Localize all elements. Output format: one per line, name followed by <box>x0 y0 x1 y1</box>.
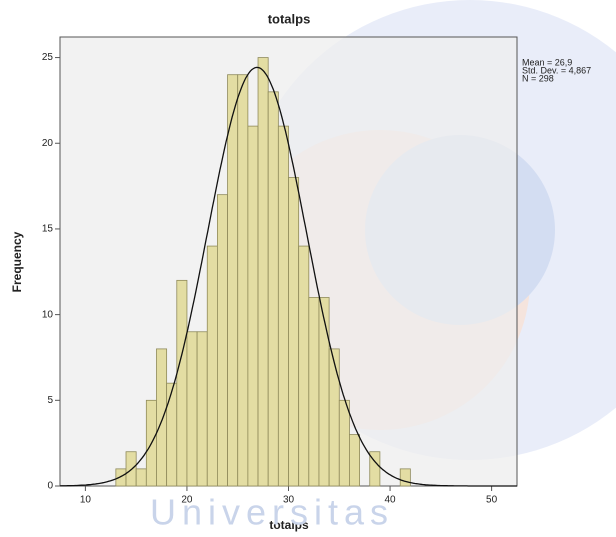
bar <box>166 382 178 487</box>
bar <box>277 125 289 487</box>
y-tick-label: 0 <box>47 481 53 492</box>
y-tick-label: 20 <box>42 138 54 149</box>
bar <box>135 468 147 487</box>
bar <box>338 399 350 487</box>
bar <box>288 177 300 487</box>
stat-label: Mean = 26,9 <box>522 57 572 67</box>
bar <box>257 57 269 487</box>
x-axis-label: totalps <box>269 518 309 532</box>
bar <box>156 348 168 487</box>
bar <box>328 348 340 487</box>
y-tick-label: 15 <box>42 224 54 235</box>
x-tick-label: 40 <box>384 495 396 506</box>
y-axis-label: Frequency <box>10 231 24 292</box>
bar <box>206 245 218 487</box>
x-tick-label: 10 <box>80 495 92 506</box>
normal-curve <box>59 66 517 487</box>
bar <box>196 331 208 487</box>
bar <box>369 451 381 487</box>
bar <box>115 468 127 487</box>
bar <box>217 194 228 487</box>
bar <box>308 297 320 487</box>
x-tick-label: 50 <box>486 495 498 506</box>
bar <box>125 451 137 487</box>
bar <box>399 468 411 487</box>
x-tick-label: 30 <box>283 495 295 506</box>
stat-label: Std. Dev. = 4,867 <box>522 65 591 75</box>
bar <box>227 74 239 487</box>
watermark-text: Universitas <box>150 492 394 533</box>
bar <box>318 297 330 487</box>
bar <box>176 279 188 487</box>
stat-label: N = 298 <box>522 73 554 83</box>
chart-title: totalps <box>268 11 311 26</box>
bar <box>237 74 249 487</box>
bar <box>267 91 279 487</box>
bar <box>186 331 198 487</box>
bar <box>349 434 360 487</box>
x-tick-label: 20 <box>181 495 193 506</box>
y-tick-label: 25 <box>42 52 54 63</box>
bar <box>247 125 259 487</box>
y-tick-label: 5 <box>47 395 53 406</box>
y-tick-label: 10 <box>42 309 54 320</box>
bar <box>298 245 310 487</box>
